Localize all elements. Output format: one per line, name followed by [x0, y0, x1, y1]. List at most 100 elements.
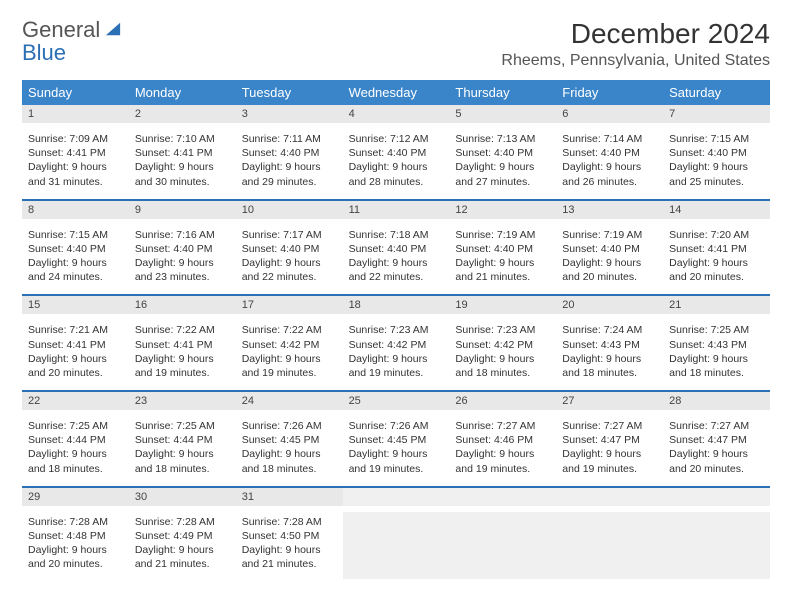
day-number: 13 — [556, 201, 663, 219]
sunrise-text: Sunrise: 7:15 AM — [28, 228, 123, 242]
sunset-text: Sunset: 4:40 PM — [669, 146, 764, 160]
day-cell: Sunrise: 7:28 AMSunset: 4:48 PMDaylight:… — [22, 512, 129, 580]
day-cell: Sunrise: 7:10 AMSunset: 4:41 PMDaylight:… — [129, 129, 236, 197]
sunrise-text: Sunrise: 7:27 AM — [562, 419, 657, 433]
day-number — [663, 488, 770, 506]
daylight-text: Daylight: 9 hours — [135, 352, 230, 366]
sunset-text: Sunset: 4:41 PM — [669, 242, 764, 256]
sunset-text: Sunset: 4:48 PM — [28, 529, 123, 543]
day-cell: Sunrise: 7:25 AMSunset: 4:44 PMDaylight:… — [129, 416, 236, 484]
sunset-text: Sunset: 4:40 PM — [135, 242, 230, 256]
sunrise-text: Sunrise: 7:25 AM — [669, 323, 764, 337]
week-block: 22232425262728Sunrise: 7:25 AMSunset: 4:… — [22, 392, 770, 484]
daylight-text: and 18 minutes. — [242, 462, 337, 476]
week-row: Sunrise: 7:09 AMSunset: 4:41 PMDaylight:… — [22, 129, 770, 197]
daylight-text: Daylight: 9 hours — [242, 543, 337, 557]
sunset-text: Sunset: 4:41 PM — [28, 338, 123, 352]
day-number — [556, 488, 663, 506]
sunset-text: Sunset: 4:44 PM — [135, 433, 230, 447]
sunset-text: Sunset: 4:42 PM — [455, 338, 550, 352]
empty-cell — [663, 512, 770, 580]
daylight-text: and 20 minutes. — [669, 270, 764, 284]
sunset-text: Sunset: 4:40 PM — [349, 242, 444, 256]
day-cell: Sunrise: 7:23 AMSunset: 4:42 PMDaylight:… — [343, 320, 450, 388]
sunrise-text: Sunrise: 7:24 AM — [562, 323, 657, 337]
daylight-text: Daylight: 9 hours — [242, 256, 337, 270]
daylight-text: Daylight: 9 hours — [455, 447, 550, 461]
weekday-label: Sunday — [22, 80, 129, 105]
empty-cell — [449, 512, 556, 580]
day-cell: Sunrise: 7:11 AMSunset: 4:40 PMDaylight:… — [236, 129, 343, 197]
sunrise-text: Sunrise: 7:21 AM — [28, 323, 123, 337]
daylight-text: and 27 minutes. — [455, 175, 550, 189]
week-block: 891011121314Sunrise: 7:15 AMSunset: 4:40… — [22, 201, 770, 293]
daylight-text: Daylight: 9 hours — [135, 256, 230, 270]
sunset-text: Sunset: 4:46 PM — [455, 433, 550, 447]
sunset-text: Sunset: 4:40 PM — [242, 242, 337, 256]
title-block: December 2024 Rheems, Pennsylvania, Unit… — [501, 18, 770, 70]
day-number: 20 — [556, 296, 663, 314]
daylight-text: and 19 minutes. — [349, 462, 444, 476]
sail-icon — [104, 18, 122, 41]
brand-part2: Blue — [22, 41, 122, 64]
sunrise-text: Sunrise: 7:26 AM — [242, 419, 337, 433]
day-number: 26 — [449, 392, 556, 410]
daylight-text: and 20 minutes. — [28, 366, 123, 380]
sunset-text: Sunset: 4:40 PM — [562, 146, 657, 160]
day-number: 9 — [129, 201, 236, 219]
daylight-text: Daylight: 9 hours — [135, 543, 230, 557]
sunrise-text: Sunrise: 7:13 AM — [455, 132, 550, 146]
sunset-text: Sunset: 4:50 PM — [242, 529, 337, 543]
daylight-text: and 19 minutes. — [349, 366, 444, 380]
day-cell: Sunrise: 7:15 AMSunset: 4:40 PMDaylight:… — [22, 225, 129, 293]
daylight-text: Daylight: 9 hours — [28, 543, 123, 557]
day-number: 31 — [236, 488, 343, 506]
daylight-text: and 23 minutes. — [135, 270, 230, 284]
weekday-label: Wednesday — [343, 80, 450, 105]
daylight-text: and 29 minutes. — [242, 175, 337, 189]
day-cell: Sunrise: 7:25 AMSunset: 4:44 PMDaylight:… — [22, 416, 129, 484]
month-title: December 2024 — [501, 18, 770, 50]
sunrise-text: Sunrise: 7:17 AM — [242, 228, 337, 242]
day-number: 14 — [663, 201, 770, 219]
weekday-header: Sunday Monday Tuesday Wednesday Thursday… — [22, 80, 770, 105]
day-cell: Sunrise: 7:19 AMSunset: 4:40 PMDaylight:… — [449, 225, 556, 293]
daylight-text: Daylight: 9 hours — [562, 352, 657, 366]
day-number: 21 — [663, 296, 770, 314]
day-cell: Sunrise: 7:26 AMSunset: 4:45 PMDaylight:… — [236, 416, 343, 484]
sunset-text: Sunset: 4:40 PM — [242, 146, 337, 160]
page-header: GeneralBlue December 2024 Rheems, Pennsy… — [22, 18, 770, 70]
day-number: 29 — [22, 488, 129, 506]
sunrise-text: Sunrise: 7:23 AM — [349, 323, 444, 337]
day-number: 30 — [129, 488, 236, 506]
sunrise-text: Sunrise: 7:14 AM — [562, 132, 657, 146]
daylight-text: and 18 minutes. — [562, 366, 657, 380]
day-cell: Sunrise: 7:12 AMSunset: 4:40 PMDaylight:… — [343, 129, 450, 197]
day-cell: Sunrise: 7:19 AMSunset: 4:40 PMDaylight:… — [556, 225, 663, 293]
day-cell: Sunrise: 7:15 AMSunset: 4:40 PMDaylight:… — [663, 129, 770, 197]
daynum-row: 1234567 — [22, 105, 770, 123]
day-number — [343, 488, 450, 506]
sunset-text: Sunset: 4:40 PM — [562, 242, 657, 256]
daylight-text: and 18 minutes. — [135, 462, 230, 476]
sunset-text: Sunset: 4:40 PM — [28, 242, 123, 256]
brand-part1: General — [22, 18, 100, 41]
daynum-row: 15161718192021 — [22, 296, 770, 314]
day-cell: Sunrise: 7:23 AMSunset: 4:42 PMDaylight:… — [449, 320, 556, 388]
sunset-text: Sunset: 4:45 PM — [349, 433, 444, 447]
day-cell: Sunrise: 7:16 AMSunset: 4:40 PMDaylight:… — [129, 225, 236, 293]
daylight-text: and 19 minutes. — [562, 462, 657, 476]
day-number: 19 — [449, 296, 556, 314]
day-number: 10 — [236, 201, 343, 219]
week-row: Sunrise: 7:25 AMSunset: 4:44 PMDaylight:… — [22, 416, 770, 484]
sunrise-text: Sunrise: 7:12 AM — [349, 132, 444, 146]
daylight-text: and 28 minutes. — [349, 175, 444, 189]
weeks-container: 1234567 Sunrise: 7:09 AMSunset: 4:41 PMDa… — [22, 105, 770, 579]
sunrise-text: Sunrise: 7:18 AM — [349, 228, 444, 242]
daylight-text: and 26 minutes. — [562, 175, 657, 189]
daynum-row: 293031 — [22, 488, 770, 506]
daylight-text: Daylight: 9 hours — [562, 256, 657, 270]
day-cell: Sunrise: 7:13 AMSunset: 4:40 PMDaylight:… — [449, 129, 556, 197]
day-number: 8 — [22, 201, 129, 219]
day-cell: Sunrise: 7:22 AMSunset: 4:41 PMDaylight:… — [129, 320, 236, 388]
